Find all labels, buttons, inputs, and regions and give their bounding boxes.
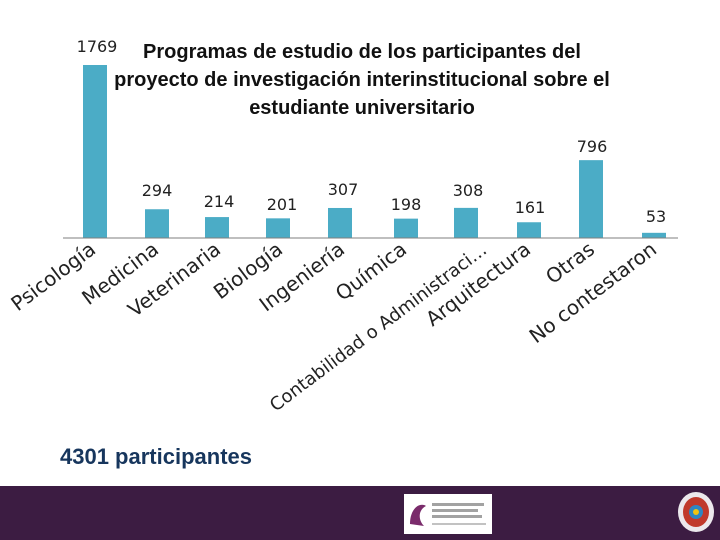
bars-layer — [83, 65, 666, 238]
bar-contabilidad-o-administraci — [454, 207, 478, 238]
chart-title-line-1: Programas de estudio de los participante… — [143, 41, 581, 63]
bar-biologia — [266, 218, 290, 238]
value-labels-layer: 1769 294 214 201 307 198 308 161 796 53 — [77, 37, 667, 226]
category-label-quimica: Química — [331, 237, 411, 306]
category-label-psicologia: Psicología — [6, 237, 100, 316]
consortium-logo — [404, 494, 492, 534]
chart-title-line-3: estudiante universitario — [249, 97, 475, 119]
footer-band — [0, 486, 720, 540]
university-seal-icon — [676, 490, 716, 534]
chart-title: Programas de estudio de los participante… — [114, 41, 610, 119]
value-label-medicina: 294 — [142, 181, 173, 200]
value-label-veterinaria: 214 — [204, 192, 235, 211]
bar-psicologia — [83, 65, 107, 238]
chart-title-line-2: proyecto de investigación interinstituci… — [114, 69, 610, 91]
value-label-contabilidad-o-administraci: 308 — [453, 181, 484, 200]
value-label-quimica: 198 — [391, 195, 422, 214]
value-label-ingenieria: 307 — [328, 180, 359, 199]
value-label-otras: 796 — [577, 137, 608, 156]
bar-no-contestaron — [642, 232, 666, 238]
value-label-biologia: 201 — [267, 195, 298, 214]
bar-chart: 1769 294 214 201 307 198 308 161 796 53 Psicologí… — [6, 37, 678, 416]
total-participants-label: 4301 participantes — [60, 444, 252, 469]
bar-otras — [579, 160, 603, 238]
bar-arquitectura — [517, 222, 541, 238]
value-label-arquitectura: 161 — [515, 198, 546, 217]
bar-quimica — [394, 218, 418, 238]
value-label-psicologia: 1769 — [77, 37, 118, 56]
bar-medicina — [145, 209, 169, 238]
value-label-no-contestaron: 53 — [646, 207, 666, 226]
bar-ingenieria — [328, 207, 352, 238]
category-labels-layer: PsicologíaMedicinaVeterinariaBiologíaIng… — [6, 237, 661, 416]
consortium-logo-mark — [410, 504, 426, 526]
bar-veterinaria — [205, 217, 229, 238]
